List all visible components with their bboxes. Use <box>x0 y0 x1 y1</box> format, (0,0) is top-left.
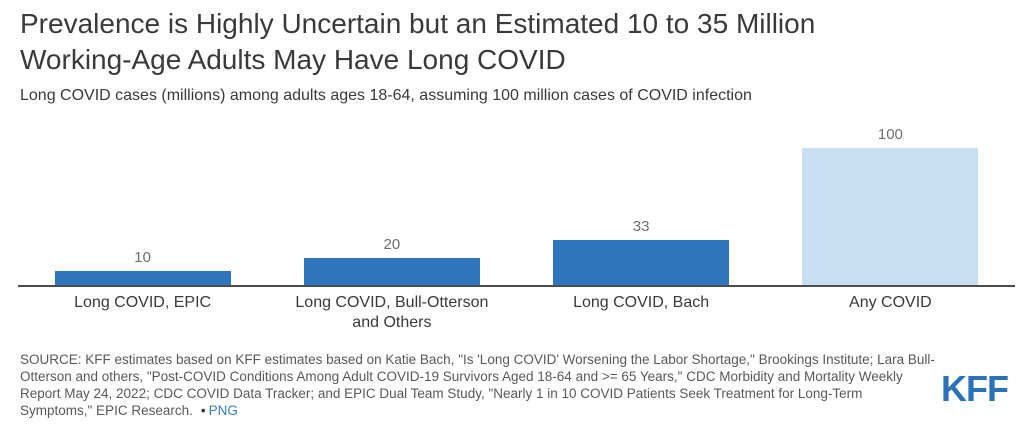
source-text: SOURCE: KFF estimates based on KFF estim… <box>20 352 935 418</box>
category-label: Any COVID <box>849 294 932 311</box>
bar-value-label: 10 <box>134 249 151 267</box>
bar-value-label: 33 <box>632 217 650 235</box>
bar <box>303 257 480 285</box>
bar <box>553 239 730 285</box>
bar-chart: 10 20 33 100 Long COVID, EPIC Long COVID, Bu… <box>18 120 1015 333</box>
kff-logo: KFF <box>941 368 1009 409</box>
category-labels: Long COVID, EPIC Long COVID, Bull-Otterso… <box>18 293 1015 333</box>
chart-title-line2: Working-Age Adults May Have Long COVID <box>20 44 566 75</box>
chart-subtitle: Long COVID cases (millions) among adults… <box>20 87 752 104</box>
bar-group: 10 <box>18 249 267 285</box>
bar-group: 33 <box>517 218 766 285</box>
plot-area: 10 20 33 100 <box>18 120 1015 285</box>
category-label: Long COVID, EPIC <box>74 294 212 311</box>
x-axis-line <box>18 285 1015 287</box>
bullet-separator: • <box>200 403 206 418</box>
chart-title-line1: Prevalence is Highly Uncertain but an Es… <box>20 8 816 39</box>
bar-group: 100 <box>766 126 1015 285</box>
chart-header: Prevalence is Highly Uncertain but an Es… <box>20 6 1004 105</box>
bar-value-label: 20 <box>383 235 401 253</box>
bar-group: 20 <box>267 236 516 285</box>
chart-title: Prevalence is Highly Uncertain but an Es… <box>20 6 1004 78</box>
category-label: Long COVID, Bach <box>573 294 710 311</box>
bar-value-label: 100 <box>877 126 903 143</box>
bar <box>802 148 979 285</box>
source-note: SOURCE: KFF estimates based on KFF estim… <box>20 351 938 419</box>
bar <box>54 271 231 285</box>
png-download-link[interactable]: PNG <box>208 403 238 418</box>
category-label: Long COVID, Bull-Otterson and Others <box>295 294 489 331</box>
